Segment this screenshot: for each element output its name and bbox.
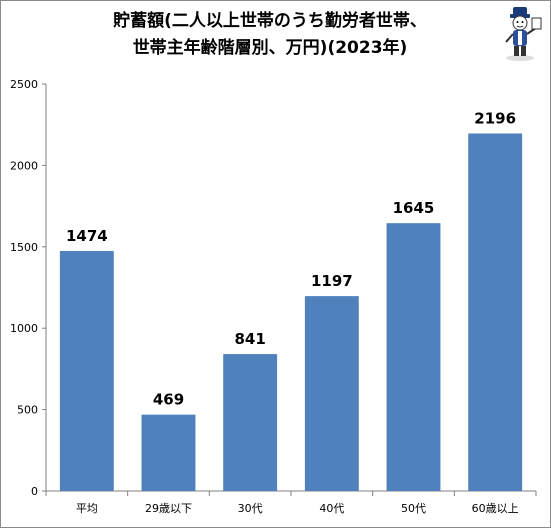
y-tick-label: 2500 [10,78,38,91]
y-tick-label: 500 [17,404,38,417]
y-tick-label: 1500 [10,241,38,254]
y-tick-label: 1000 [10,322,38,335]
chart-axes [46,84,536,491]
data-label: 1197 [311,272,353,290]
x-tick-label: 29歳以下 [145,502,192,515]
x-tick-label: 60歳以上 [472,502,519,515]
bar [468,133,522,491]
data-label: 2196 [474,109,516,127]
data-label: 1645 [393,199,435,217]
x-tick-label: 30代 [238,502,263,515]
data-labels: 1474 469 841 1197 1645 2196 [66,109,516,408]
bar [387,223,441,491]
x-tick-label: 50代 [401,502,426,515]
x-tick-label: 平均 [76,502,98,515]
bar [60,251,114,491]
data-label: 469 [153,391,184,409]
data-label: 841 [235,330,266,348]
y-axis-ticks: 0 500 1000 1500 2000 2500 [10,78,46,498]
y-tick-label: 2000 [10,159,38,172]
x-axis-ticks: 平均 29歳以下 30代 40代 50代 60歳以上 [46,491,536,515]
bar [223,354,277,491]
bar [142,415,196,491]
bars [60,133,522,491]
data-label: 1474 [66,227,108,245]
bar [305,296,359,491]
x-tick-label: 40代 [319,502,344,515]
y-tick-label: 0 [31,485,38,498]
